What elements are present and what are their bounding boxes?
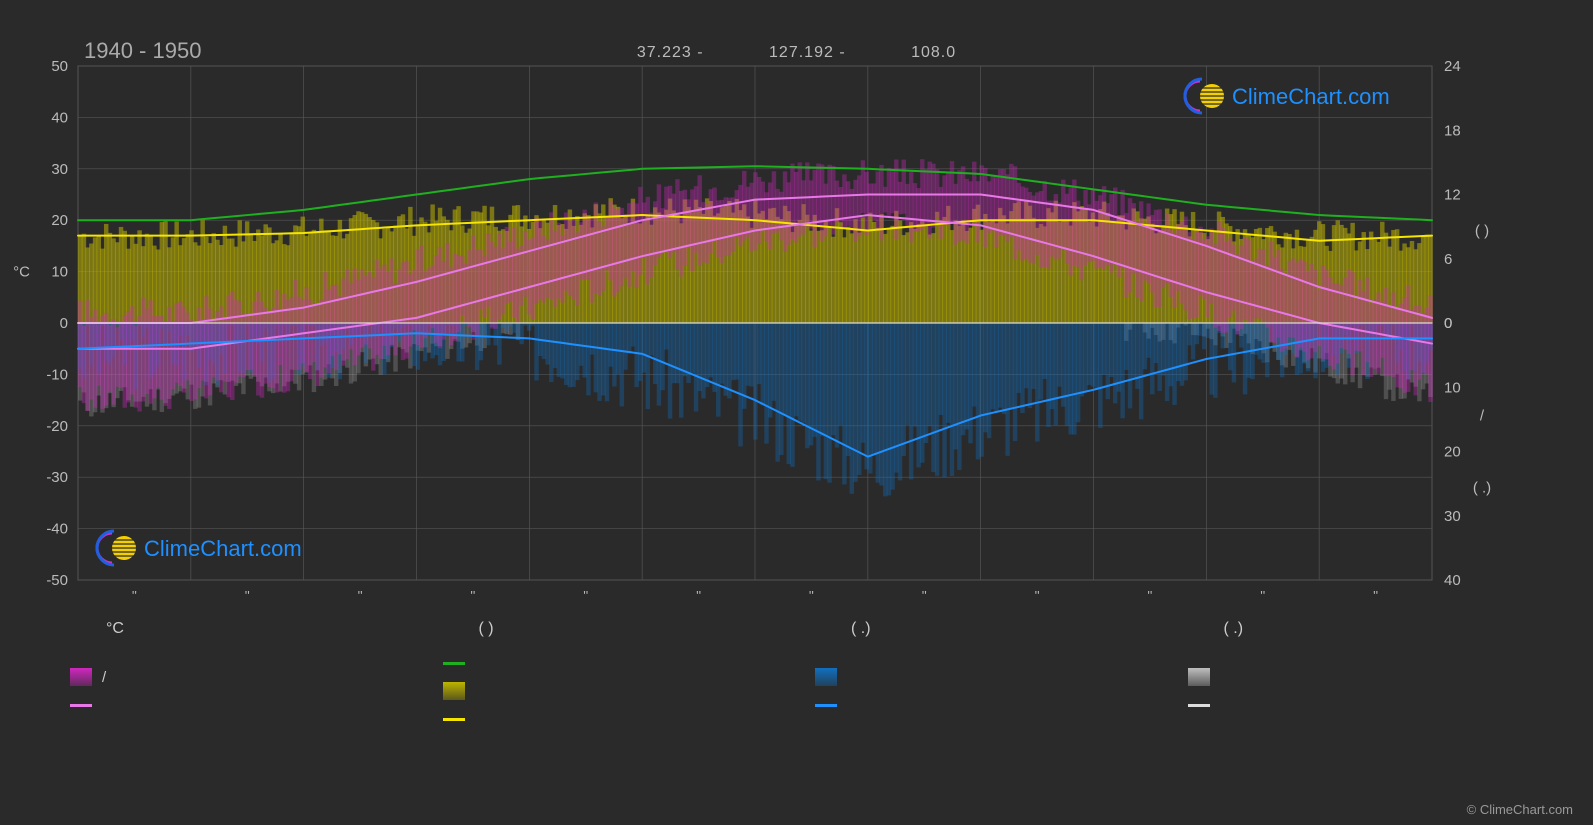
header-alt: 108.0 — [911, 44, 956, 61]
svg-text:-30: -30 — [46, 469, 68, 486]
svg-text:'': '' — [922, 588, 927, 603]
header-lat: 37.223 - — [637, 44, 704, 61]
svg-text:0: 0 — [1444, 315, 1452, 332]
footer-copyright: © ClimeChart.com — [1467, 802, 1573, 817]
svg-text:-10: -10 — [46, 366, 68, 383]
svg-text:'': '' — [358, 588, 363, 603]
svg-text:'': '' — [470, 588, 475, 603]
svg-text:30: 30 — [51, 161, 68, 178]
svg-text:'': '' — [1373, 588, 1378, 603]
svg-text:'': '' — [132, 588, 137, 603]
svg-text:( .): ( .) — [1473, 479, 1491, 496]
legend: °C( )( .)( .) / — [70, 620, 1520, 736]
header-lon: 127.192 - — [769, 44, 846, 61]
svg-text:18: 18 — [1444, 122, 1461, 139]
svg-text:6: 6 — [1444, 251, 1452, 268]
svg-text:'': '' — [809, 588, 814, 603]
svg-text:40: 40 — [51, 109, 68, 126]
svg-text:-50: -50 — [46, 572, 68, 589]
svg-text:10: 10 — [51, 264, 68, 281]
svg-text:'': '' — [1260, 588, 1265, 603]
svg-text:12: 12 — [1444, 187, 1461, 204]
svg-text:/: / — [1480, 408, 1485, 425]
svg-text:30: 30 — [1444, 508, 1461, 525]
svg-text:20: 20 — [1444, 444, 1461, 461]
svg-text:'': '' — [1147, 588, 1152, 603]
svg-text:ClimeChart.com: ClimeChart.com — [144, 536, 302, 561]
svg-text:'': '' — [696, 588, 701, 603]
svg-text:0: 0 — [60, 315, 68, 332]
svg-text:( ): ( ) — [1475, 222, 1489, 239]
svg-text:40: 40 — [1444, 572, 1461, 589]
svg-text:'': '' — [583, 588, 588, 603]
svg-text:ClimeChart.com: ClimeChart.com — [1232, 84, 1390, 109]
svg-text:'': '' — [1035, 588, 1040, 603]
svg-text:20: 20 — [51, 212, 68, 229]
svg-text:'': '' — [245, 588, 250, 603]
svg-text:-40: -40 — [46, 521, 68, 538]
header-coords: 37.223 - 127.192 - 108.0 — [0, 44, 1593, 62]
svg-text:-20: -20 — [46, 418, 68, 435]
climate-chart: 50403020100-10-20-30-40-50°C241812600102… — [0, 0, 1593, 610]
svg-text:10: 10 — [1444, 379, 1461, 396]
svg-text:°C: °C — [13, 264, 30, 281]
